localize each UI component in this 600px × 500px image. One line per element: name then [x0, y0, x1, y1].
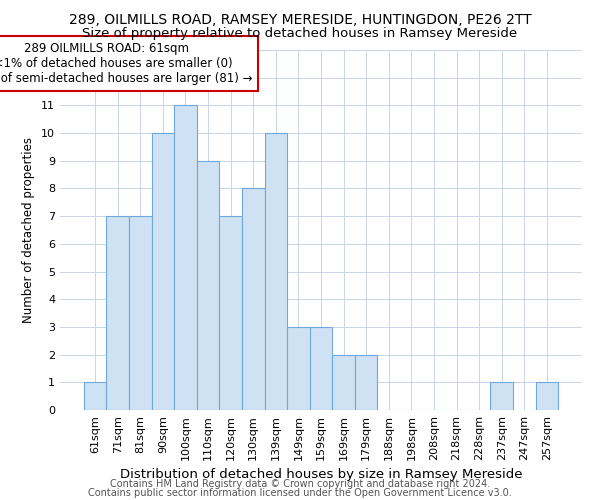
Bar [310, 327, 332, 410]
Bar [536, 382, 558, 410]
Bar [355, 354, 377, 410]
Bar [332, 354, 355, 410]
Text: 289, OILMILLS ROAD, RAMSEY MERESIDE, HUNTINGDON, PE26 2TT: 289, OILMILLS ROAD, RAMSEY MERESIDE, HUN… [68, 12, 532, 26]
Bar [174, 106, 197, 410]
Bar [220, 216, 242, 410]
Text: Contains HM Land Registry data © Crown copyright and database right 2024.: Contains HM Land Registry data © Crown c… [110, 479, 490, 489]
Bar [490, 382, 513, 410]
Text: Contains public sector information licensed under the Open Government Licence v3: Contains public sector information licen… [88, 488, 512, 498]
Bar [129, 216, 152, 410]
Y-axis label: Number of detached properties: Number of detached properties [22, 137, 35, 323]
Bar [197, 161, 220, 410]
X-axis label: Distribution of detached houses by size in Ramsey Mereside: Distribution of detached houses by size … [120, 468, 522, 481]
Bar [152, 133, 174, 410]
Bar [242, 188, 265, 410]
Text: Size of property relative to detached houses in Ramsey Mereside: Size of property relative to detached ho… [82, 28, 518, 40]
Bar [265, 133, 287, 410]
Bar [84, 382, 106, 410]
Bar [287, 327, 310, 410]
Bar [106, 216, 129, 410]
Text: 289 OILMILLS ROAD: 61sqm
← <1% of detached houses are smaller (0)
>99% of semi-d: 289 OILMILLS ROAD: 61sqm ← <1% of detach… [0, 42, 252, 86]
